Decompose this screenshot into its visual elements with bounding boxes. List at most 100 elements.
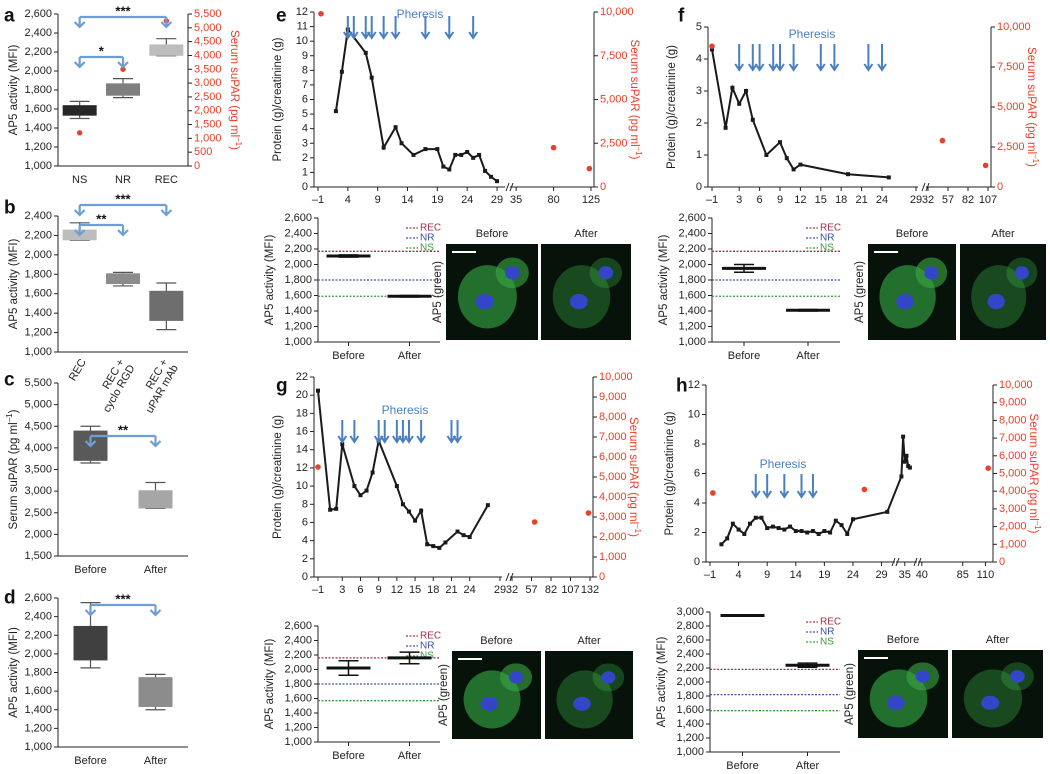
pheresis-arrow (452, 420, 463, 444)
significance-bracket (73, 55, 129, 69)
tick-label: 125 (582, 194, 600, 206)
data-point (471, 155, 476, 160)
tick-label: 8 (694, 438, 700, 450)
tick-label: 3,000 (599, 511, 627, 523)
data-point (850, 517, 855, 522)
axis-label: Serum suPAR (pg ml–1) (5, 409, 20, 529)
nucleus (569, 293, 588, 310)
tick-label: 0 (696, 181, 702, 193)
tick-label: 2 (302, 152, 308, 164)
tick-label: 7,000 (999, 432, 1027, 444)
pheresis-arrow (349, 420, 360, 444)
tick-label: 1 (696, 149, 702, 161)
data-point (483, 168, 488, 173)
tick-label: 2 (302, 553, 308, 565)
tick-label: 2,000 (194, 105, 222, 117)
tick-label: 2,200 (284, 243, 312, 255)
data-point (793, 529, 798, 534)
axis-label-part: ) (8, 409, 20, 413)
tick-label: 12 (391, 584, 403, 596)
tick-label: 107 (561, 584, 579, 596)
tick-label: 1,000 (284, 336, 312, 348)
data-point (782, 527, 787, 532)
x-tick-label: Before (332, 350, 364, 362)
data-point (770, 524, 775, 529)
axis-label-part: Serum suPAR (pg ml (628, 40, 640, 147)
tick-label: 110 (977, 569, 995, 581)
tick-label: –1 (312, 194, 324, 206)
data-point (907, 465, 912, 470)
panel-letter: a (4, 6, 15, 27)
tick-label: 82 (962, 194, 974, 206)
pheresis-arrow (815, 44, 826, 72)
tick-label: 10 (296, 480, 308, 492)
tick-label: 3,000 (24, 485, 52, 497)
data-point (485, 503, 490, 508)
tick-label: 1,000 (678, 336, 706, 348)
tick-label: 2,000 (284, 259, 312, 271)
box (138, 677, 173, 707)
data-point (845, 531, 850, 536)
tick-label: 4,000 (999, 485, 1027, 497)
tick-label: 3,000 (676, 606, 704, 618)
tick-label: 2 (694, 527, 700, 539)
tick-label: 500 (194, 146, 212, 158)
tick-label: 19 (818, 569, 830, 581)
nucleus (573, 696, 591, 711)
tick-label: 2,600 (24, 592, 52, 604)
tick-label: 1,600 (284, 693, 312, 705)
micrograph (952, 650, 1043, 738)
data-point (816, 531, 821, 536)
data-point (810, 529, 815, 534)
data-point (719, 542, 724, 547)
data-point (885, 509, 890, 514)
data-point (340, 442, 345, 447)
tick-label: 1,600 (24, 103, 52, 115)
axis-label-part: –1 (1033, 521, 1042, 530)
data-point (904, 453, 909, 458)
tick-label: 57 (942, 194, 954, 206)
micrograph (541, 244, 631, 340)
tick-label: 4 (694, 497, 700, 509)
pheresis-arrow (747, 44, 758, 72)
tick-label: 1,400 (284, 305, 312, 317)
data-line (317, 390, 489, 550)
data-point (798, 162, 803, 167)
nucleus (987, 293, 1005, 310)
tick-label: 10,000 (999, 379, 1033, 391)
tick-label: 14 (790, 569, 802, 581)
tick-label: 1,400 (678, 305, 706, 317)
axis-label-part: Serum suPAR (pg ml (1027, 414, 1039, 521)
tick-label: 5,000 (997, 101, 1025, 113)
axis-label: Serum suPAR (pg ml–1) (1027, 414, 1042, 534)
tick-label: 1,200 (676, 732, 704, 744)
axis-label: AP5 activity (MFI) (656, 636, 668, 727)
tick-label: 1,400 (676, 718, 704, 730)
tick-label: 2,500 (194, 91, 222, 103)
data-point (465, 150, 470, 154)
tick-label: 2 (696, 117, 702, 129)
data-point (710, 490, 716, 496)
pheresis-arrow (754, 44, 765, 72)
axis-label-part: –1 (5, 413, 14, 422)
data-point (459, 152, 464, 157)
data-point (737, 101, 742, 106)
data-point (846, 172, 850, 177)
tick-label: 12 (296, 6, 308, 18)
data-point (799, 529, 804, 534)
tick-label: 0 (600, 181, 606, 193)
image-axis-label: AP5 (green) (844, 663, 856, 725)
axis-break (913, 557, 922, 567)
tick-label: 1,400 (24, 307, 52, 319)
tick-label: 18 (835, 194, 847, 206)
data-point (828, 530, 833, 535)
image-axis-label: AP5 (green) (438, 664, 450, 726)
data-point (710, 47, 714, 52)
tick-label: 2,400 (284, 228, 312, 240)
pheresis-arrow (378, 16, 389, 40)
data-point (393, 125, 398, 130)
tick-label: 2,400 (24, 611, 52, 623)
tick-label: 1,200 (24, 327, 52, 339)
data-point (435, 147, 440, 152)
box (73, 625, 108, 661)
